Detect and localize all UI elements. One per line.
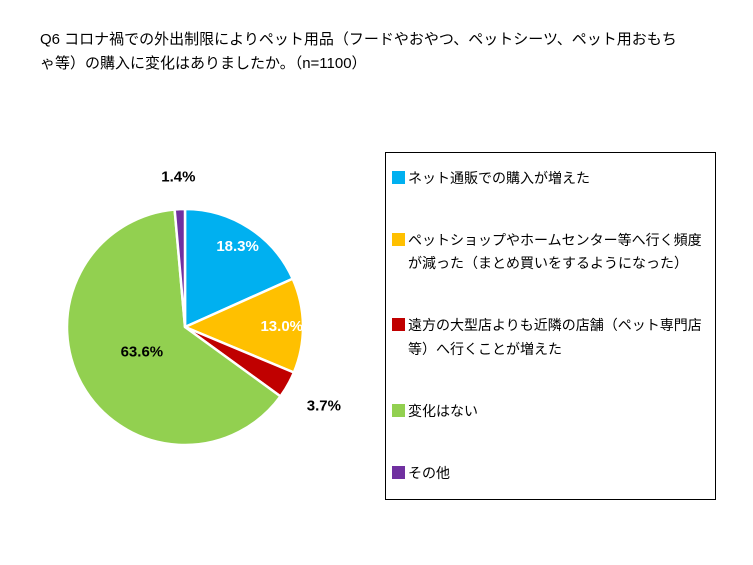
- chart-title: Q6 コロナ禍での外出制限によりペット用品（フードやおやつ、ペットシーツ、ペット…: [40, 31, 677, 72]
- pie-chart: 18.3% 13.0% 3.7% 63.6% 1.4%: [65, 168, 341, 447]
- pie-slice-0: [183, 207, 294, 329]
- legend: ネット通販での購入が増えた ペットショップやホームセンター等へ行く頻度が減った（…: [385, 152, 716, 500]
- legend-swatch-purple: [392, 465, 405, 479]
- pie-slice-3: [65, 208, 282, 447]
- pie-slice-1: [183, 277, 305, 374]
- legend-swatch-green: [392, 403, 405, 417]
- pie-data-label-2: 3.7%: [307, 397, 341, 414]
- pie-slice-4: [173, 207, 187, 329]
- legend-item-online: ネット通販での購入が増えた: [392, 167, 707, 190]
- legend-label: その他: [408, 464, 450, 481]
- pie-data-label-0: 18.3%: [216, 238, 259, 255]
- legend-item-less-frequent: ペットショップやホームセンター等へ行く頻度が減った（まとめ買いをするようになった…: [392, 229, 707, 275]
- pie-data-label-1: 13.0%: [260, 318, 303, 335]
- legend-swatch-red: [392, 318, 405, 332]
- legend-label: ペットショップやホームセンター等へ行く頻度が減った（まとめ買いをするようになった…: [408, 232, 702, 272]
- legend-label: 遠方の大型店よりも近隣の店舗（ペット専門店等）へ行くことが増えた: [408, 317, 702, 357]
- legend-item-no-change: 変化はない: [392, 400, 707, 423]
- legend-swatch-yellow: [392, 233, 405, 247]
- legend-swatch-blue: [392, 171, 405, 184]
- legend-item-other: その他: [392, 462, 707, 485]
- pie-data-label-4: 1.4%: [161, 168, 195, 185]
- pie-data-label-3: 63.6%: [121, 344, 164, 361]
- legend-label: ネット通販での購入が増えた: [408, 170, 590, 186]
- legend-item-nearby-stores: 遠方の大型店よりも近隣の店舗（ペット専門店等）へ行くことが増えた: [392, 314, 707, 360]
- legend-label: 変化はない: [408, 402, 478, 419]
